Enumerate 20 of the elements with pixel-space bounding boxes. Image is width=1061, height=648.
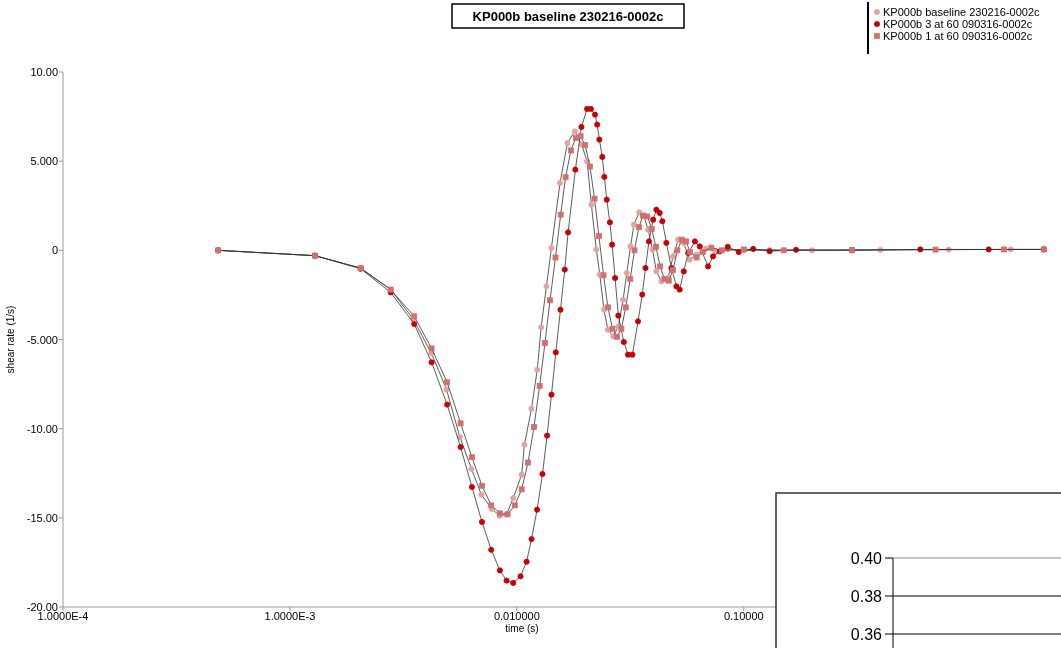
x-tick-label: 1.0000E-3 bbox=[264, 610, 316, 622]
x-tick-label: 0.10000 bbox=[723, 610, 764, 622]
x-tick-label: 1.0000E-4 bbox=[37, 610, 89, 622]
y-axis-title: shear rate (1/s) bbox=[5, 305, 16, 374]
legend-label: KP000b 3 at 60 090316-0002c bbox=[883, 18, 1033, 30]
legend-label: KP000b 1 at 60 090316-0002c bbox=[883, 30, 1033, 42]
annotation: 0.38 bbox=[850, 588, 883, 605]
chart-title: KP000b baseline 230216-0002c bbox=[472, 9, 664, 24]
x-tick-label: 0.010000 bbox=[493, 610, 540, 622]
legend-label: KP000b baseline 230216-0002c bbox=[883, 6, 1041, 18]
y-tick-label: 0 bbox=[51, 244, 58, 257]
x-axis-title: time (s) bbox=[505, 623, 539, 634]
y-tick-label: -5.000 bbox=[26, 333, 58, 346]
text: 0.36 bbox=[850, 626, 883, 643]
y-tick-label: -10.00 bbox=[26, 422, 58, 435]
y-tick-label: -15.00 bbox=[26, 511, 58, 524]
y-tick-label: 10.00 bbox=[30, 66, 58, 78]
y-tick-label: 5.000 bbox=[30, 155, 58, 168]
annotation: 0.40 bbox=[850, 550, 883, 567]
y-tick-label: -20.00 bbox=[26, 601, 58, 613]
